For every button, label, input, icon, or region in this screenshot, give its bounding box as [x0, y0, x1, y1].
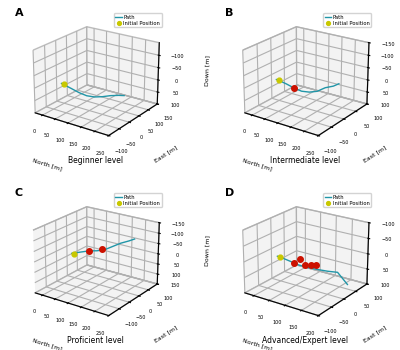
- Text: C: C: [15, 188, 23, 198]
- X-axis label: North [m]: North [m]: [32, 337, 63, 350]
- Text: Proficient level: Proficient level: [67, 336, 124, 345]
- Y-axis label: East [m]: East [m]: [153, 145, 178, 163]
- Text: Intermediate level: Intermediate level: [270, 156, 340, 165]
- Y-axis label: East [m]: East [m]: [153, 325, 178, 343]
- Text: A: A: [15, 8, 24, 18]
- Legend: Path, Initial Position: Path, Initial Position: [324, 13, 372, 27]
- X-axis label: North [m]: North [m]: [242, 157, 273, 171]
- Legend: Path, Initial Position: Path, Initial Position: [114, 13, 162, 27]
- X-axis label: North [m]: North [m]: [242, 337, 273, 350]
- Legend: Path, Initial Position: Path, Initial Position: [324, 193, 372, 207]
- Text: Beginner level: Beginner level: [68, 156, 123, 165]
- Legend: Path, Initial Position: Path, Initial Position: [114, 193, 162, 207]
- Text: B: B: [224, 8, 233, 18]
- Text: D: D: [224, 188, 234, 198]
- Y-axis label: East [m]: East [m]: [363, 145, 388, 163]
- Y-axis label: East [m]: East [m]: [363, 325, 388, 343]
- X-axis label: North [m]: North [m]: [32, 157, 63, 171]
- Text: Advanced/Expert level: Advanced/Expert level: [262, 336, 348, 345]
